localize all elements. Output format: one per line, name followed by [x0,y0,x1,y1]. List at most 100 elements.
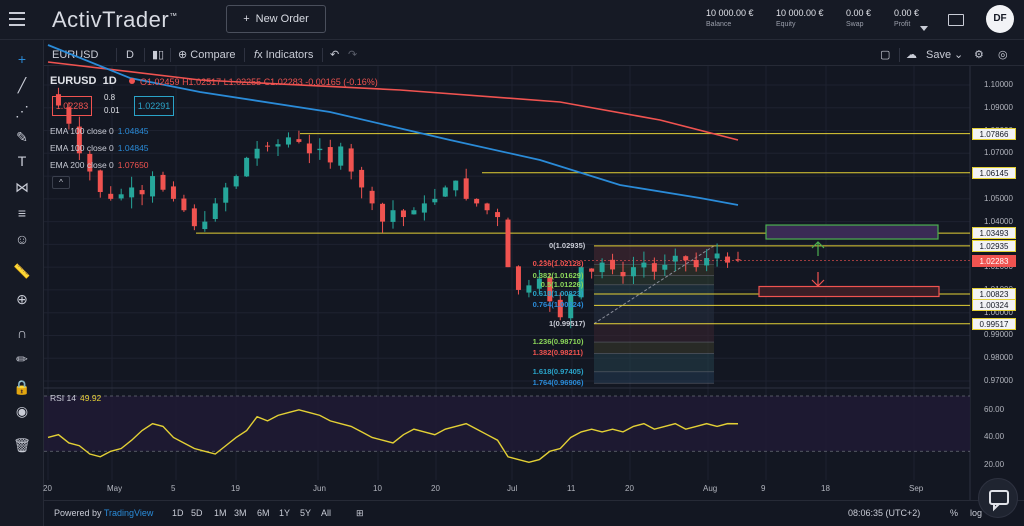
collapse-legend-icon[interactable]: ^ [52,176,70,189]
save-dropdown-icon[interactable]: ⌄ [954,49,964,61]
price-tick: 1.00000 [984,307,1013,317]
candle [275,139,281,157]
range-3m[interactable]: 3M [234,508,247,518]
profit-dropdown-icon[interactable] [920,26,928,31]
candle [662,254,668,276]
cloud-icon[interactable]: ☁ [906,49,917,61]
redo-icon[interactable]: ↷ [348,49,358,61]
range-5d[interactable]: 5D [191,508,203,518]
legend-interval: 1D [102,75,117,87]
save-button[interactable]: Save [926,49,952,61]
fib-level-label: 1.764(0.96906) [532,378,584,388]
candle [118,188,124,201]
indicator-ema200[interactable]: EMA 200 close 0 1.07650 [50,160,149,170]
price-tick: 1.07000 [984,148,1013,158]
candle [704,249,710,272]
symbol-search[interactable]: EURUSD [52,49,99,61]
range-1y[interactable]: 1Y [279,508,291,518]
snapshot-icon[interactable]: ◎ [998,49,1008,61]
price-tick: 1.09000 [984,102,1013,112]
fib-level-label: 1.618(0.97405) [532,366,584,376]
candle [463,168,469,201]
text-icon[interactable]: T [17,153,27,169]
goto-date-icon[interactable]: ⊞ [356,508,364,518]
chart-toolbar: EURUSD D ▮▯ ⊕ Compare fx Indicators ↶ ↷ … [44,44,1024,66]
crosshair-icon[interactable]: + [17,51,27,67]
new-order-button[interactable]: + New Order [226,5,326,33]
settings-icon[interactable]: ⚙ [974,49,984,61]
time-tick: Sep [909,484,924,493]
undo-icon[interactable]: ↶ [330,49,340,61]
mail-icon[interactable] [948,14,964,26]
menu-icon[interactable] [9,12,25,26]
candle [735,251,741,263]
indicator-ema100-b[interactable]: EMA 100 close 0 1.04845 [50,143,149,153]
magnet-icon[interactable]: ∩ [16,325,28,341]
time-tick: 10 [373,484,382,493]
tradingview-link[interactable]: TradingView [103,508,154,518]
profit-stat[interactable]: 0.00 € Profit [894,8,920,28]
rsi-legend[interactable]: RSI 14 49.92 [50,393,102,403]
plus-icon: + [243,13,250,25]
rsi-tick: 60.00 [984,404,1005,414]
candle [327,139,333,169]
range-1m[interactable]: 1M [214,508,227,518]
open-value: O1.02459 [140,77,180,87]
lock-drawing-icon[interactable]: ✏ [16,351,28,367]
compare-label: Compare [190,49,236,61]
clock[interactable]: 08:06:35 (UTC+2) [848,508,921,518]
candle [641,251,647,278]
compare-button[interactable]: ⊕ Compare [178,49,236,61]
powered-by: Powered by TradingView [54,508,154,518]
time-tick: 9 [761,484,766,493]
trendline-icon[interactable]: ╱ [17,77,27,93]
interval-select[interactable]: D [126,49,134,61]
candle [244,156,250,177]
chat-button[interactable] [978,478,1018,518]
emoji-icon[interactable]: ☺ [14,231,30,247]
candle [359,166,365,199]
avatar[interactable]: DF [986,5,1014,33]
fib-level-label: 1.236(0.98710) [532,337,584,347]
candle [610,253,616,275]
fib-level-label: 1(0.99517) [549,318,586,328]
range-6m[interactable]: 6M [257,508,270,518]
candle [139,184,145,206]
candle [191,204,197,231]
indicators-button[interactable]: fx Indicators [254,49,314,61]
range-5y[interactable]: 5Y [300,508,312,518]
zoom-in-icon[interactable]: ⊕ [16,291,28,307]
eye-icon[interactable]: ◉ [15,403,29,419]
candle [76,116,82,161]
rsi-line [47,409,739,464]
pitchfork-icon[interactable]: ⋰ [15,103,29,119]
legend-ohlc: O1.02459 H1.02517 L1.02255 C1.02283 -0.0… [140,77,378,87]
arrow-up-icon [811,241,825,256]
fib-level-label: 0.5(1.01226) [540,279,584,289]
indicator-ema100-a[interactable]: EMA 100 close 0 1.04845 [50,126,149,136]
candles-icon[interactable]: ▮▯ [152,49,165,61]
spread-bottom: 0.01 [104,106,120,115]
price-tick: 1.04000 [984,216,1013,226]
range-all[interactable]: All [321,508,332,518]
percent-toggle[interactable]: % [950,508,959,518]
fib-icon[interactable]: ≡ [17,205,27,221]
equity-stat: 10 000.00 € Equity [776,8,824,28]
fullscreen-icon[interactable]: ▢ [880,49,891,61]
range-1d[interactable]: 1D [172,508,184,518]
pattern-icon[interactable]: ⋈ [15,179,29,195]
buy-button[interactable]: 1.02291 [134,96,174,116]
ruler-icon[interactable]: 📏 [13,263,31,279]
brush-icon[interactable]: ✎ [16,129,28,145]
indicators-label: Indicators [265,49,314,61]
price-tick: 0.98000 [984,353,1013,363]
lock-icon[interactable]: 🔒 [13,379,31,395]
log-toggle[interactable]: log [970,508,983,518]
trash-icon[interactable]: 🗑 [13,437,31,453]
candle [390,200,396,229]
time-tick: May [107,484,123,493]
sell-button[interactable]: 1.02283 [52,96,92,116]
candle [474,198,480,207]
candle [630,256,636,284]
